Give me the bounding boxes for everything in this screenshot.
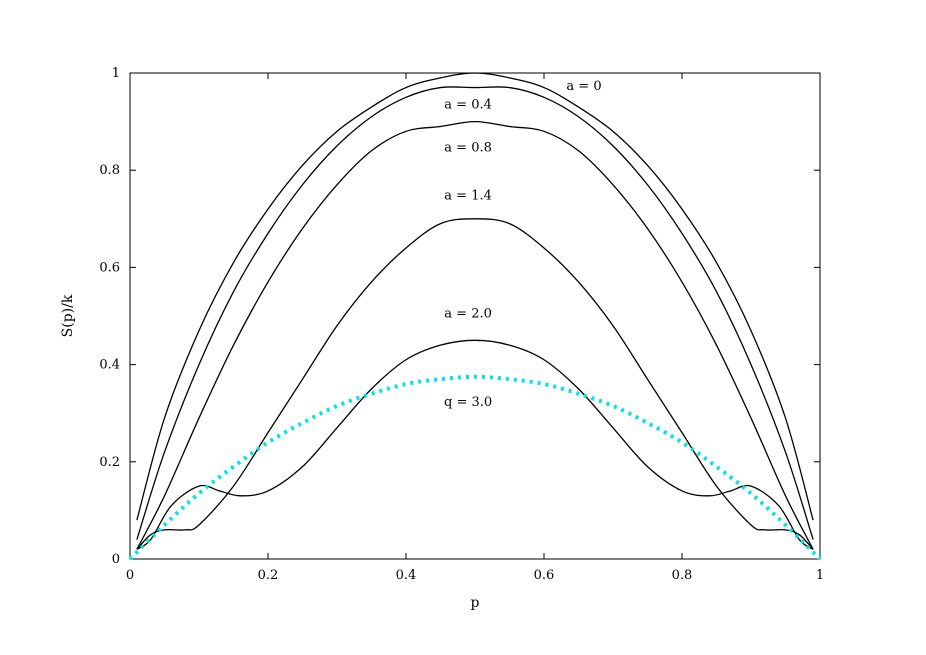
curve-label: a = 0 (566, 79, 601, 94)
x-tick-label: 0.2 (258, 568, 279, 583)
x-tick-label: 1 (816, 568, 824, 583)
series-a-1-4-line (136, 218, 814, 550)
series-a-0-8-line (136, 120, 814, 550)
x-axis-label: p (471, 595, 480, 611)
curve-label: a = 2.0 (444, 306, 492, 321)
curve-label: q = 3.0 (444, 395, 492, 410)
tick-group: 0 0.2 0.4 0.6 0.8 1 0 0.2 0.4 0.6 0.8 1 (99, 66, 824, 583)
y-tick-label: 0.2 (99, 455, 120, 470)
series-a-0-line (136, 72, 814, 521)
y-tick-label: 0.4 (99, 358, 120, 373)
curve-group (128, 72, 822, 561)
x-tick-label: 0.6 (534, 568, 555, 583)
series-a-0-4-line (136, 86, 814, 540)
curve-label: a = 0.4 (444, 97, 492, 112)
x-tick-label: 0.4 (396, 568, 417, 583)
curve-label: a = 1.4 (444, 188, 492, 203)
curve-label-group: a = 0 a = 0.4 a = 0.8 a = 1.4 a = 2.0 q = 3.0 (444, 79, 602, 410)
y-tick-label: 0.8 (99, 163, 120, 178)
y-tick-label: 1 (112, 66, 120, 81)
series-q-3-0-line (128, 374, 822, 561)
series-a-2-0-line (136, 339, 814, 550)
x-tick-label: 0 (126, 568, 134, 583)
y-tick-label: 0.6 (99, 260, 120, 275)
y-tick-label: 0 (112, 552, 120, 567)
x-tick-label: 0.8 (672, 568, 693, 583)
y-axis-label: S(p)/k (60, 294, 76, 337)
curve-label: a = 0.8 (444, 141, 492, 156)
